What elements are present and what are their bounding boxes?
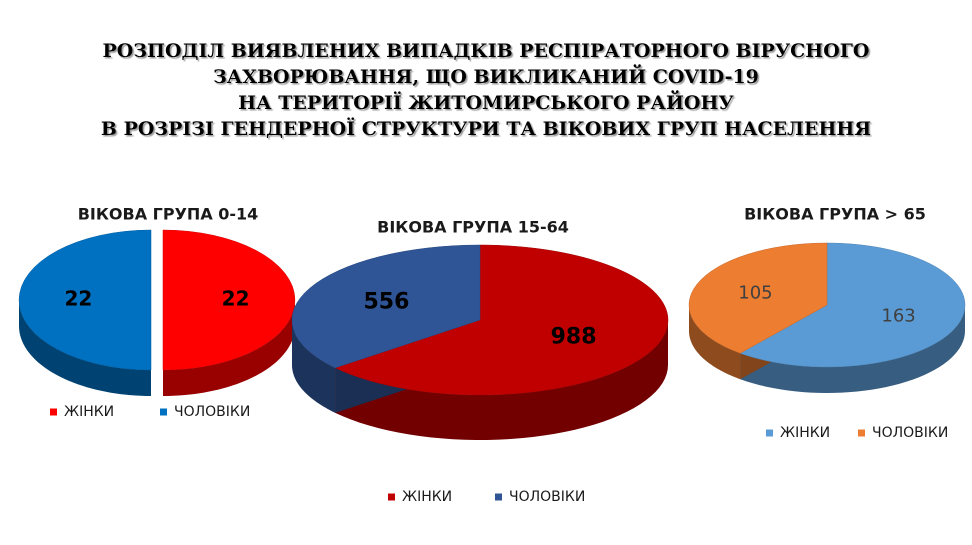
chart-title: ВІКОВА ГРУПА 15-64 <box>377 218 569 237</box>
legend-swatch <box>160 408 167 416</box>
data-label: 556 <box>363 289 409 314</box>
pie-chart: ВІКОВА ГРУПА > 65 163 105 ЖІНКИ ЧОЛОВІКИ <box>688 205 966 441</box>
legend-swatch <box>495 493 502 501</box>
title-line: НА ТЕРИТОРІЇ ЖИТОМИРСЬКОГО РАЙОНУ <box>238 90 734 114</box>
title-line: В РОЗРІЗІ ГЕНДЕРНОЇ СТРУКТУРИ ТА ВІКОВИХ… <box>101 117 871 140</box>
data-label: 163 <box>881 305 915 326</box>
slice-side <box>19 300 151 396</box>
slice <box>162 229 296 371</box>
data-label: 105 <box>738 283 772 304</box>
slice <box>334 244 669 396</box>
legend-label: ЧОЛОВІКИ <box>174 404 250 420</box>
title: РОЗПОДІЛ ВИЯВЛЕНИХ ВИПАДКІВ РЕСПІРАТОРНО… <box>101 40 871 140</box>
slice-side <box>163 300 295 396</box>
chart-title: ВІКОВА ГРУПА 0-14 <box>78 205 259 224</box>
slice-side <box>740 305 965 393</box>
slice <box>18 229 152 371</box>
legend-swatch <box>766 429 773 437</box>
pie-chart: ВІКОВА ГРУПА 15-64 988 556 ЖІНКИ ЧОЛОВІКИ <box>291 218 669 505</box>
pie-chart: ВІКОВА ГРУПА 0-14 22 22 ЖІНКИ ЧОЛОВІКИ <box>18 205 296 420</box>
slice <box>739 242 966 368</box>
slice <box>688 242 828 354</box>
slice-side <box>292 320 336 413</box>
slice <box>291 244 481 369</box>
legend-label: ЖІНКИ <box>402 489 452 505</box>
data-label: 22 <box>64 287 92 311</box>
legend-label: ЖІНКИ <box>64 404 114 420</box>
data-label: 22 <box>222 287 250 311</box>
legend-label: ЧОЛОВІКИ <box>509 489 585 505</box>
slice-side <box>689 305 741 380</box>
title-line: РОЗПОДІЛ ВИЯВЛЕНИХ ВИПАДКІВ РЕСПІРАТОРНО… <box>103 40 870 62</box>
legend-swatch <box>50 408 57 416</box>
legend-swatch <box>858 429 865 437</box>
legend-swatch <box>388 493 395 501</box>
legend-label: ЧОЛОВІКИ <box>872 425 948 441</box>
data-label: 988 <box>551 325 597 350</box>
chart-title: ВІКОВА ГРУПА > 65 <box>744 205 926 224</box>
title-line: ЗАХВОРЮВАННЯ, ЩО ВИКЛИКАНИЙ COVID-19 <box>213 64 759 88</box>
legend-label: ЖІНКИ <box>780 425 830 441</box>
slice-side <box>335 320 668 440</box>
